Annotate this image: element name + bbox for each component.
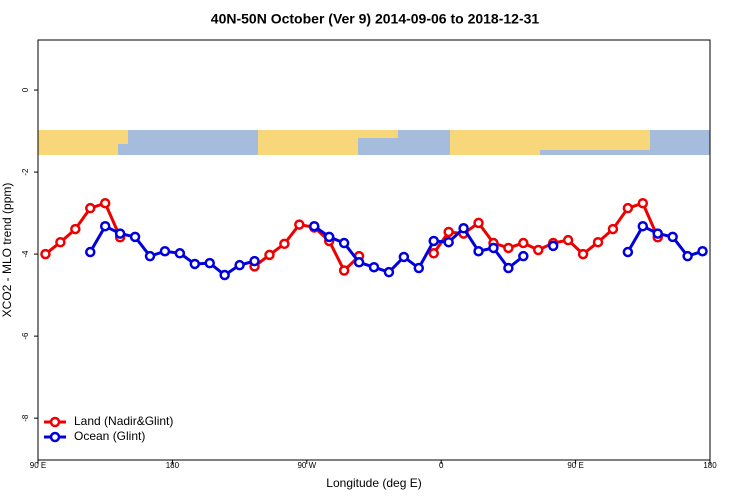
point: [234, 259, 245, 271]
point: [577, 248, 589, 260]
point: [219, 269, 230, 281]
y-tick-label: -8: [21, 414, 30, 422]
point: [85, 246, 96, 258]
point: [503, 242, 514, 254]
point: [547, 240, 559, 252]
y-tick-label: -2: [21, 168, 30, 176]
legend-label: Land (Nadir&Glint): [74, 414, 173, 428]
point: [518, 237, 529, 249]
x-axis-label: Longitude (deg E): [326, 476, 421, 490]
point: [637, 197, 649, 209]
y-tick-label: -4: [21, 250, 30, 258]
point: [338, 265, 350, 276]
point: [637, 220, 649, 232]
point: [622, 202, 634, 214]
point: [667, 231, 678, 243]
point: [55, 236, 66, 248]
point: [443, 236, 454, 248]
point: [562, 234, 574, 246]
point: [114, 228, 126, 239]
point: [607, 223, 619, 235]
point: [85, 202, 96, 214]
chart-title: 40N-50N October (Ver 9) 2014-09-06 to 20…: [211, 11, 540, 27]
point: [383, 266, 395, 278]
point: [413, 262, 425, 274]
point: [353, 257, 365, 268]
x-tick-label: 90 W: [297, 461, 316, 470]
point: [503, 262, 514, 274]
point: [338, 237, 350, 249]
point: [129, 231, 141, 243]
map-strip: [38, 130, 710, 155]
point: [592, 236, 604, 248]
point: [159, 245, 171, 257]
x-tick-label: 180: [703, 461, 717, 470]
point: [204, 257, 215, 269]
point: [99, 220, 111, 232]
x-tick-label: 90 E: [567, 461, 583, 470]
point: [40, 248, 51, 260]
x-tick-label: 90 E: [30, 461, 46, 470]
point: [323, 231, 335, 243]
point: [473, 245, 484, 257]
plot-frame: [37, 39, 711, 461]
point: [682, 250, 693, 262]
point: [99, 197, 111, 209]
point: [144, 250, 156, 262]
point: [70, 223, 81, 235]
point: [174, 248, 186, 259]
point: [428, 235, 439, 247]
point: [264, 249, 275, 261]
point: [518, 250, 529, 262]
point: [473, 217, 484, 229]
point: [488, 242, 499, 254]
point: [398, 251, 410, 263]
point: [697, 245, 708, 257]
x-tick-label: 0: [439, 461, 444, 470]
point: [652, 228, 663, 239]
point: [189, 258, 201, 270]
point: [533, 244, 544, 256]
x-tick-label: 180: [166, 461, 180, 470]
legend-label: Ocean (Glint): [74, 429, 145, 443]
point: [249, 255, 260, 267]
legend-marker: [49, 416, 61, 428]
point: [443, 226, 454, 238]
point: [428, 248, 439, 259]
point: [622, 246, 634, 258]
point: [294, 219, 305, 230]
point: [368, 261, 380, 273]
point: [458, 223, 469, 234]
legend-marker: [49, 431, 61, 443]
y-tick-label: -6: [21, 332, 30, 340]
y-axis-label: XCO2 - MLO trend (ppm): [0, 183, 14, 318]
point: [309, 220, 320, 232]
y-tick-label: 0: [21, 87, 30, 92]
point: [279, 238, 290, 250]
